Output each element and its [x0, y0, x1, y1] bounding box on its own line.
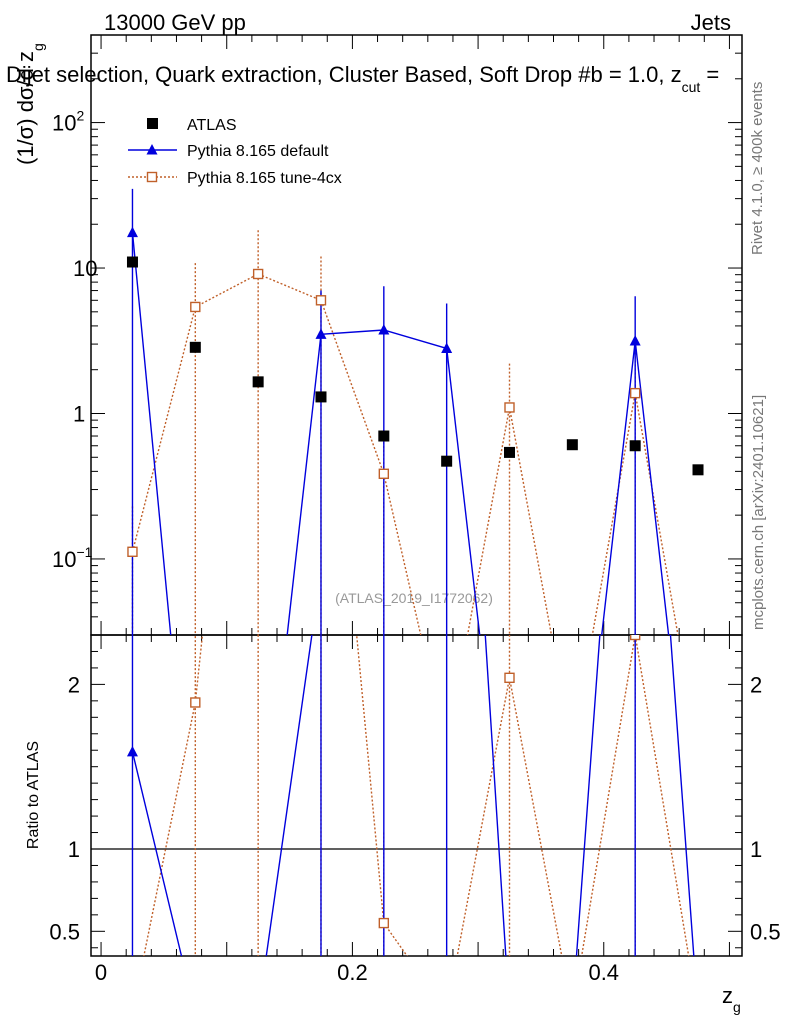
tune-4cx-point	[694, 744, 703, 753]
y-tick-label: 1	[73, 401, 85, 426]
ratio-tune-4cx-point	[378, 917, 390, 929]
main-ylabel: (1/σ) dσ/d zg	[13, 43, 46, 165]
atlas-point	[252, 376, 264, 388]
tune-4cx-point	[504, 402, 515, 413]
ratio-y-tick-label-left: 0.5	[49, 919, 80, 944]
atlas-point	[692, 464, 704, 476]
ratio-tune-4cx-point	[442, 1007, 451, 1016]
atlas-point	[504, 446, 515, 458]
tune-4cx-point	[629, 387, 641, 399]
legend-tune-4cx-label: Pythia 8.165 tune-4cx	[187, 170, 342, 187]
rivet-version-label: Rivet 4.1.0, ≥ 400k events	[749, 82, 766, 255]
legend-tune-4cx-marker	[146, 171, 158, 183]
legend-atlas-marker	[147, 118, 158, 129]
default-point	[378, 323, 390, 335]
main-data-layer	[126, 188, 704, 899]
x-axis-label: zg	[722, 983, 741, 1015]
ratio-default-point	[190, 1008, 201, 1019]
ratio-plot-frame	[90, 634, 743, 957]
main-axes: 10−1 1 10 102	[52, 34, 742, 636]
x-tick-label: 0.2	[337, 960, 368, 985]
ratio-axes: 0.5 0.5 1 1 2 2 0 0.2 0.4	[49, 635, 781, 985]
tune-4cx-point	[315, 295, 327, 306]
atlas-point	[126, 256, 138, 268]
atlas-point	[378, 430, 390, 442]
legend-atlas-label: ATLAS	[187, 117, 237, 134]
category-label: Jets	[691, 10, 731, 35]
default-point	[629, 335, 641, 346]
default-point	[315, 328, 327, 339]
ratio-tune-4cx-line	[143, 635, 690, 956]
default-point	[126, 226, 138, 238]
legend-default-label: Pythia 8.165 default	[187, 143, 329, 160]
analysis-watermark: (ATLAS_2019_I1772062)	[335, 590, 493, 606]
ratio-default-point	[378, 125, 389, 135]
tune-4cx-line	[131, 273, 679, 635]
mcplots-label: mcplots.cern.ch [arXiv:2401.10621]	[750, 395, 767, 630]
ratio-y-tick-label-right: 0.5	[750, 919, 781, 944]
tune-4cx-point	[127, 546, 138, 557]
atlas-point	[566, 439, 578, 451]
atlas-point	[315, 391, 327, 403]
x-tick-label: 0	[95, 960, 107, 985]
ratio-tune-4cx-point	[568, 1007, 577, 1016]
ratio-y-tick-label-left: 1	[68, 837, 80, 862]
x-tick-label: 0.4	[588, 960, 619, 985]
tune-4cx-point	[190, 301, 201, 313]
legend: ATLAS Pythia 8.165 default Pythia 8.165 tu…	[128, 117, 342, 187]
ratio-tune-4cx-point	[504, 672, 515, 683]
ratio-tune-4cx-point	[254, 104, 263, 113]
ratio-y-tick-label-right: 1	[750, 837, 762, 862]
ratio-default-point	[693, 1008, 704, 1019]
energy-label: 13000 GeV pp	[104, 10, 246, 35]
legend-default-marker	[146, 144, 158, 155]
ratio-tune-4cx-point	[128, 1007, 137, 1016]
tune-4cx-point	[252, 268, 264, 280]
default-point	[567, 888, 578, 899]
ratio-data-layer	[126, 104, 704, 1019]
ratio-default-point	[630, 143, 641, 154]
default-point	[441, 342, 453, 353]
default-line	[131, 232, 670, 635]
ratio-tune-4cx-point	[694, 1007, 703, 1016]
ratio-default-point	[126, 745, 138, 757]
y-tick-label: 102	[52, 108, 84, 136]
tune-4cx-point	[568, 744, 577, 753]
ratio-tune-4cx-point	[316, 252, 325, 261]
ratio-y-tick-label-right: 2	[750, 672, 762, 697]
atlas-point	[441, 455, 453, 467]
y-tick-label: 10	[73, 256, 97, 281]
ratio-ylabel: Ratio to ATLAS	[25, 741, 42, 849]
ratio-y-tick-label-left: 2	[68, 672, 80, 697]
tune-4cx-point	[378, 468, 390, 479]
ratio-default-point	[504, 1008, 515, 1019]
plot-title: Dijet selection, Quark extraction, Clust…	[6, 62, 719, 95]
ratio-tune-4cx-point	[629, 635, 641, 641]
ratio-tune-4cx-point	[190, 697, 201, 708]
atlas-point	[629, 440, 641, 452]
y-tick-label: 10−1	[52, 544, 93, 572]
atlas-point	[189, 341, 201, 353]
default-point	[693, 888, 704, 899]
ratio-default-point	[567, 1008, 578, 1019]
ratio-default-point	[253, 1008, 264, 1019]
